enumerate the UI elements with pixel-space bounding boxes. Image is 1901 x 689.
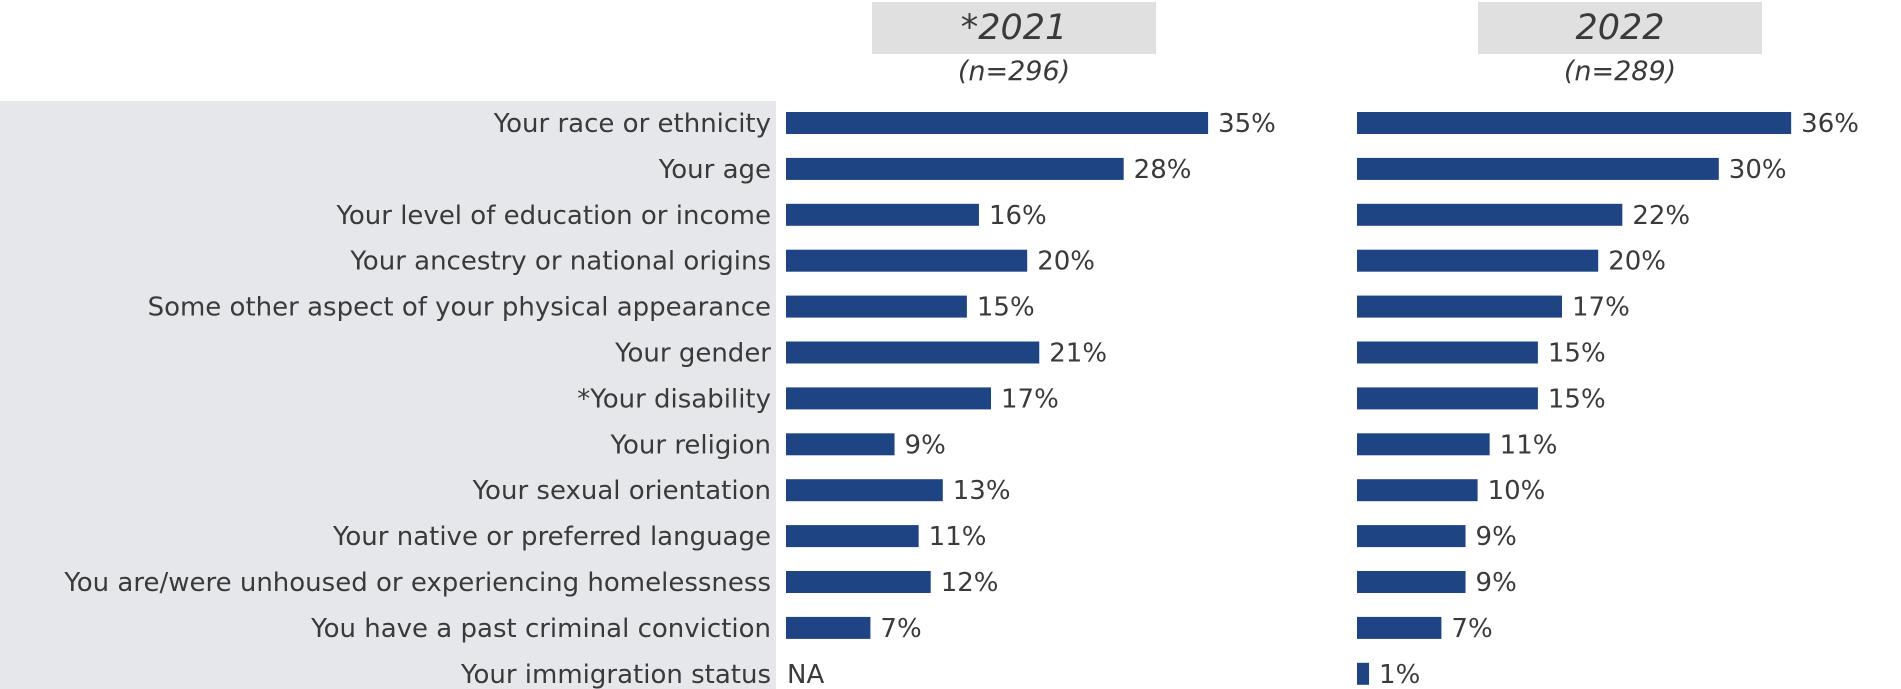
category-label: Your race or ethnicity xyxy=(493,109,771,139)
bar-2021 xyxy=(786,112,1209,134)
category-label: Your age xyxy=(658,155,771,185)
data-label-2021: 7% xyxy=(880,614,921,644)
bar-2022 xyxy=(1357,479,1478,502)
bar-2021 xyxy=(786,571,931,593)
panel-2022-sample-size: (n=289) xyxy=(1563,56,1677,87)
data-label-2022: 15% xyxy=(1548,339,1606,369)
bar-2021 xyxy=(786,433,895,456)
data-label-2021: 12% xyxy=(941,568,999,598)
data-label-2021: 15% xyxy=(977,293,1035,323)
data-label-2022: 9% xyxy=(1476,568,1517,598)
category-label: Your native or preferred language xyxy=(332,522,771,552)
data-label-2022: 22% xyxy=(1632,201,1690,231)
category-label: Your immigration status xyxy=(460,660,771,689)
category-label: Your sexual orientation xyxy=(472,476,771,506)
data-label-2021: 11% xyxy=(929,522,987,552)
bar-2022 xyxy=(1357,112,1792,134)
data-label-2022: 15% xyxy=(1548,384,1606,414)
bar-2022 xyxy=(1357,571,1466,593)
data-label-2021: 28% xyxy=(1134,155,1192,185)
bar-2022 xyxy=(1357,662,1370,685)
bar-2021 xyxy=(786,479,943,502)
category-label: Your level of education or income xyxy=(335,201,771,231)
data-label-2022: 20% xyxy=(1608,247,1666,277)
bar-2021 xyxy=(786,295,967,318)
bar-2021 xyxy=(786,525,919,548)
bar-2022 xyxy=(1357,295,1563,318)
bar-2022 xyxy=(1357,341,1538,364)
data-label-2021: 20% xyxy=(1037,247,1095,277)
panel-2022-title: 2022 xyxy=(1478,2,1762,54)
bar-2022 xyxy=(1357,203,1623,226)
category-label: Your gender xyxy=(614,339,771,369)
category-label: Your ancestry or national origins xyxy=(349,247,771,277)
category-label: You have a past criminal conviction xyxy=(310,614,771,644)
category-label: Your religion xyxy=(610,430,771,460)
bar-2021 xyxy=(786,203,979,226)
bar-2021 xyxy=(786,157,1124,180)
data-label-2022: 7% xyxy=(1451,614,1492,644)
category-label: *Your disability xyxy=(577,384,771,414)
data-label-2021: NA xyxy=(787,660,824,689)
bar-2022 xyxy=(1357,157,1719,180)
bar-2022 xyxy=(1357,616,1442,639)
data-label-2021: 13% xyxy=(953,476,1011,506)
data-label-2021: 21% xyxy=(1049,339,1107,369)
data-label-2021: 17% xyxy=(1001,384,1059,414)
bar-2022 xyxy=(1357,525,1466,548)
data-label-2022: 10% xyxy=(1488,476,1546,506)
bar-2022 xyxy=(1357,387,1538,410)
data-label-2021: 16% xyxy=(989,201,1047,231)
bar-2021 xyxy=(786,387,992,410)
panel-2021-title: *2021 xyxy=(872,2,1156,54)
category-label-panel xyxy=(0,101,776,689)
data-label-2022: 11% xyxy=(1500,430,1558,460)
bar-2022 xyxy=(1357,249,1599,272)
bar-2022 xyxy=(1357,433,1490,456)
data-label-2021: 9% xyxy=(905,430,946,460)
bar-2021 xyxy=(786,616,871,639)
data-label-2021: 35% xyxy=(1218,109,1276,139)
data-label-2022: 30% xyxy=(1729,155,1787,185)
data-label-2022: 36% xyxy=(1801,109,1859,139)
data-label-2022: 17% xyxy=(1572,293,1630,323)
data-label-2022: 1% xyxy=(1379,660,1420,689)
category-label: Some other aspect of your physical appea… xyxy=(148,293,771,323)
data-label-2022: 9% xyxy=(1476,522,1517,552)
category-label: You are/were unhoused or experiencing ho… xyxy=(63,568,771,598)
panel-2021-sample-size: (n=296) xyxy=(957,56,1071,87)
bar-2021 xyxy=(786,249,1028,272)
bar-2021 xyxy=(786,341,1040,364)
